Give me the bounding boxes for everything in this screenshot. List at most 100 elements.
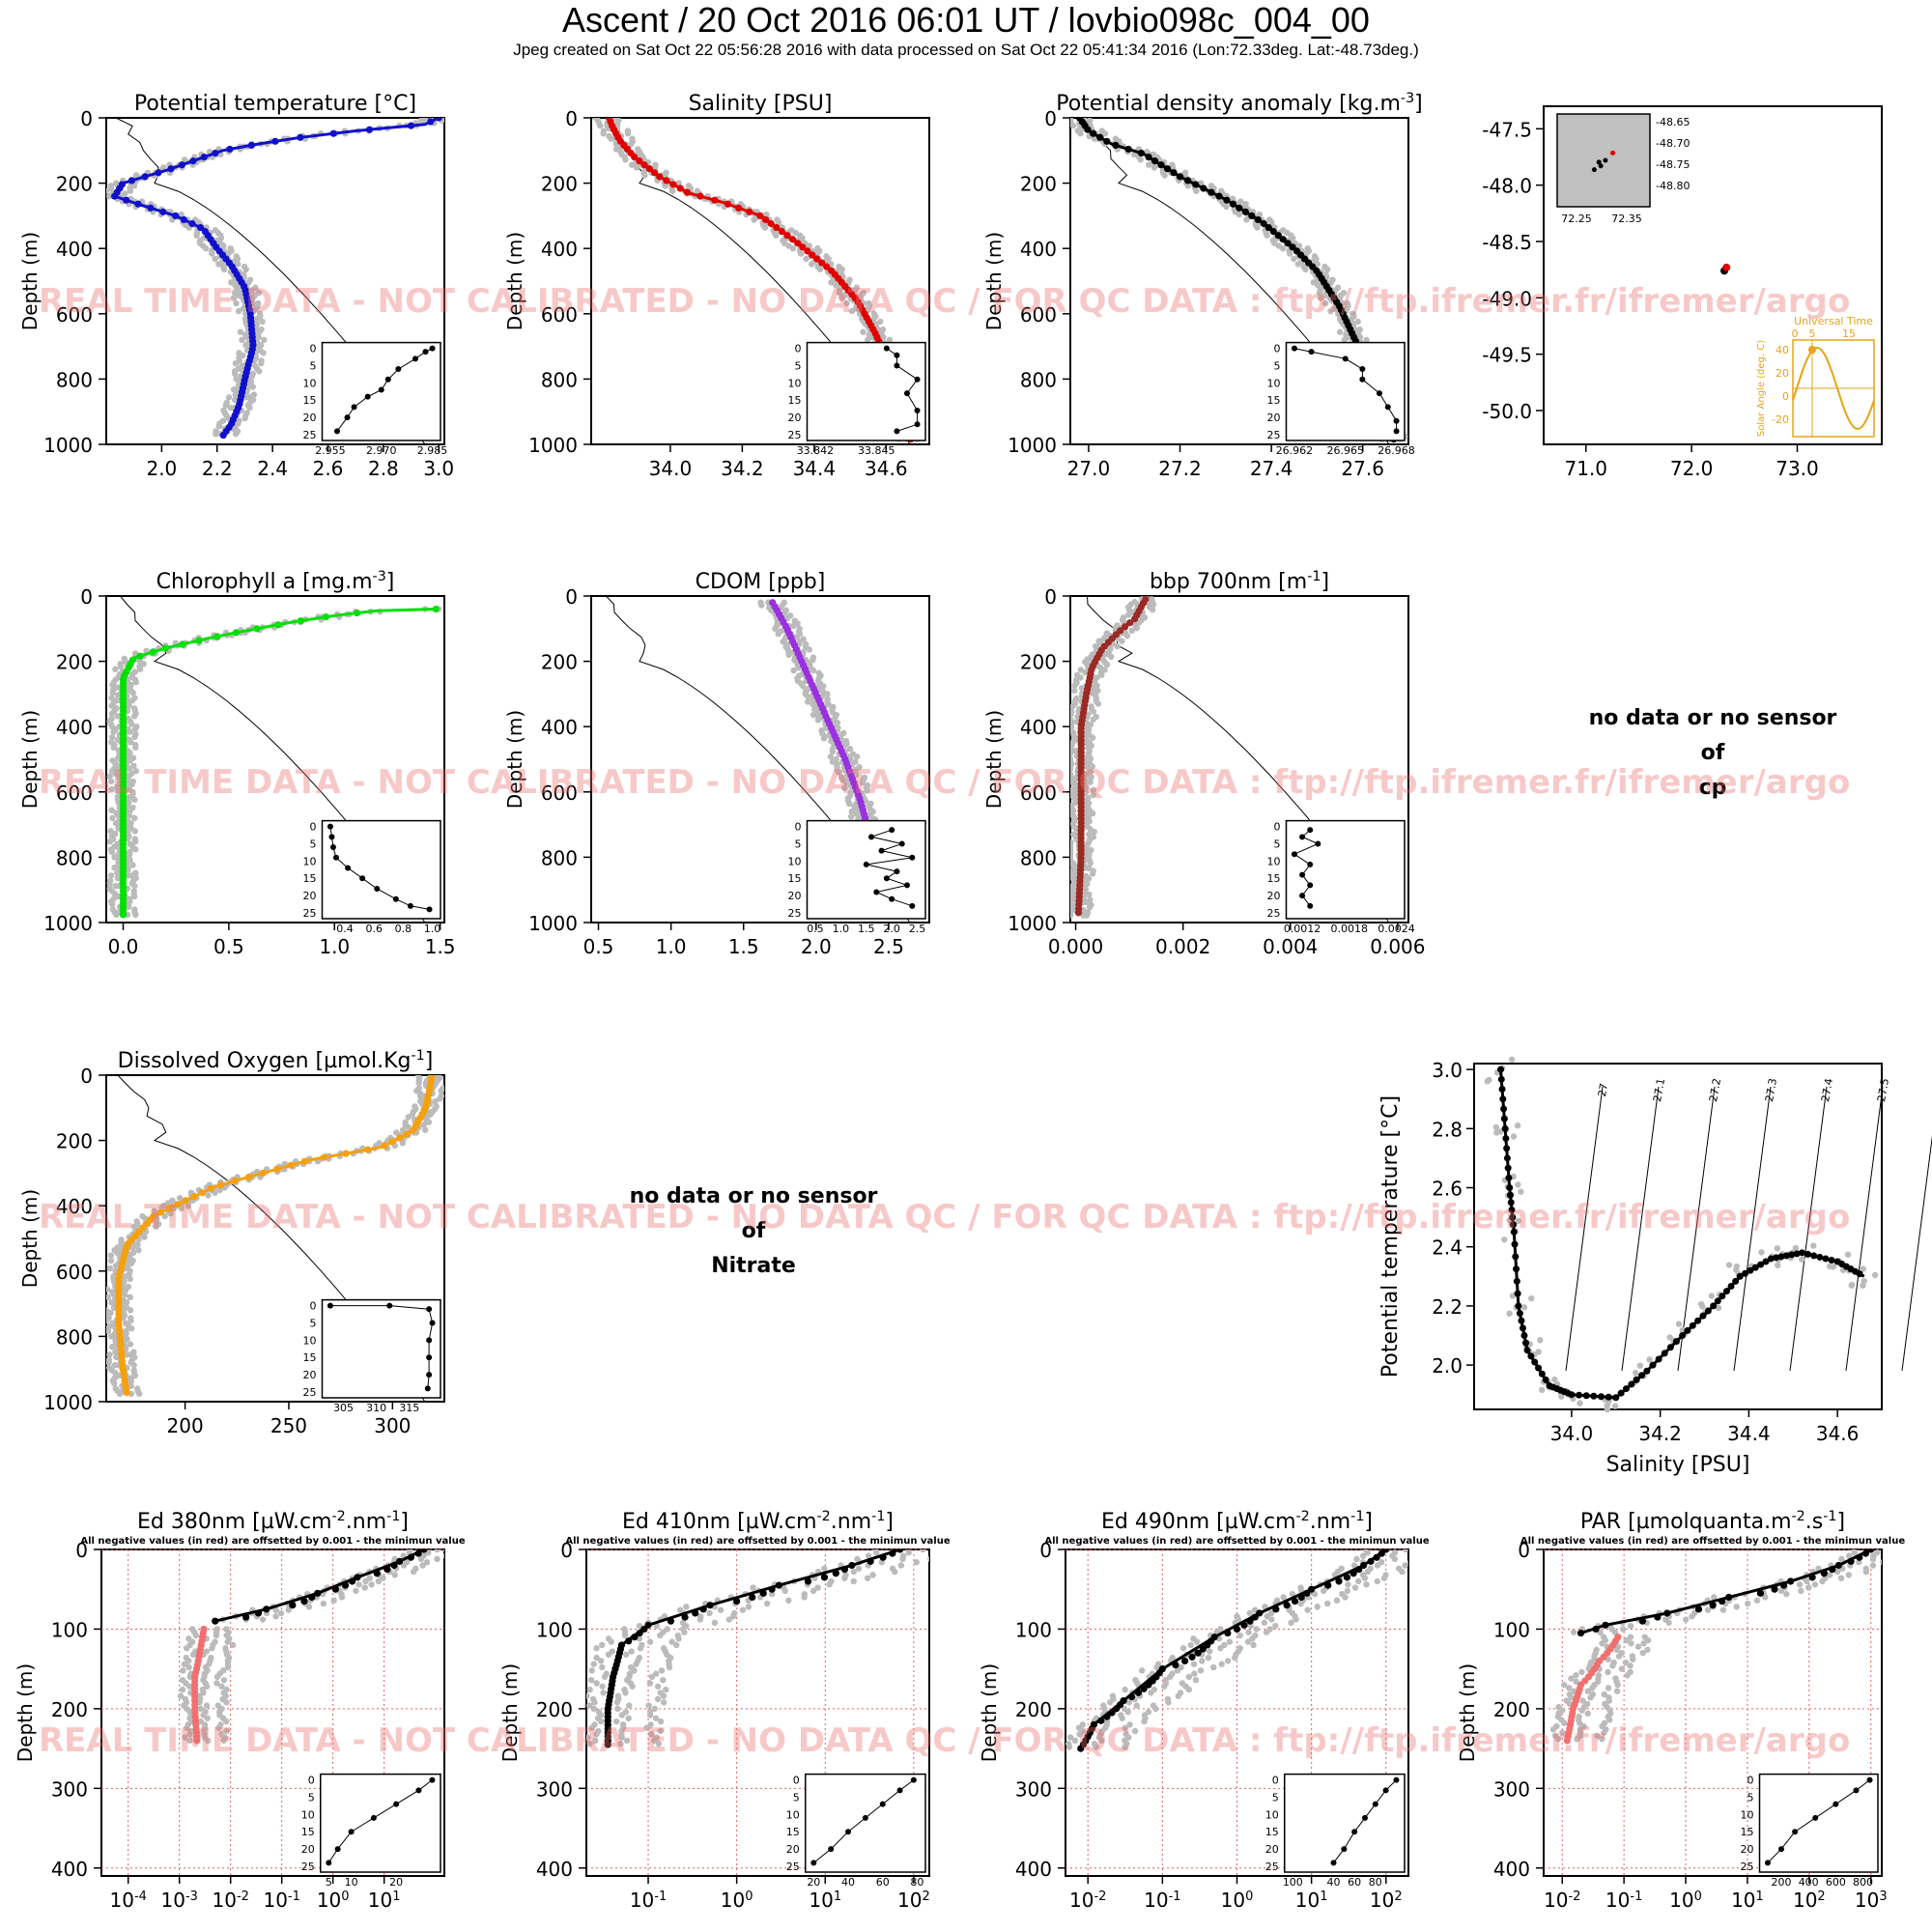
history-point [631, 1667, 638, 1674]
data-point [724, 200, 732, 208]
data-point [1628, 1380, 1635, 1388]
history-point [824, 691, 831, 697]
data-point [1699, 1312, 1707, 1320]
y-tick-label: 200 [56, 651, 93, 674]
data-point [1661, 1350, 1668, 1357]
history-point [681, 1629, 688, 1635]
x-tick-label: 34.6 [1816, 1422, 1860, 1445]
data-point [289, 1602, 297, 1609]
data-point [1788, 1251, 1796, 1259]
inset-point [845, 1829, 852, 1835]
history-point [1122, 1686, 1128, 1693]
history-point [1267, 1609, 1275, 1617]
history-point [127, 728, 133, 735]
history-point [203, 1702, 211, 1709]
inset-point [903, 882, 910, 889]
history-point [622, 156, 629, 163]
y-tick-label: 200 [1493, 1698, 1530, 1721]
isopycnal-label: 27 [1596, 1082, 1610, 1097]
history-point [320, 1600, 327, 1607]
isopycnal-label: 27.4 [1819, 1077, 1835, 1102]
history-point [182, 1734, 188, 1741]
inset-map-y-label: -48.80 [1656, 180, 1690, 192]
y-tick-label: 200 [56, 173, 93, 196]
history-point [1630, 1656, 1636, 1662]
page-subtitle: Jpeg created on Sat Oct 22 05:56:28 2016… [513, 41, 1419, 59]
data-point [414, 1549, 422, 1557]
data-point [1503, 1154, 1511, 1162]
history-point [773, 232, 780, 239]
inset-y-tick-label: 20 [1741, 1843, 1754, 1856]
inset-y-tick-label: 20 [788, 412, 802, 424]
y-tick-label: 0 [560, 1539, 573, 1562]
history-point [1098, 671, 1105, 678]
y-tick-label: 200 [541, 651, 578, 674]
inset-point [364, 393, 371, 400]
history-point [223, 1718, 230, 1725]
history-point [597, 122, 604, 129]
history-point [810, 711, 817, 719]
y-tick-label: 1000 [528, 912, 578, 935]
history-point [1599, 1736, 1605, 1743]
x-tick-label: 10-1 [1144, 1889, 1180, 1912]
history-point [1604, 1402, 1610, 1409]
data-point [1504, 1164, 1512, 1172]
history-point [1229, 195, 1236, 203]
no-data-sensor: cp [1699, 776, 1727, 800]
history-point [330, 1597, 337, 1604]
data-point [1184, 177, 1192, 185]
panel-title: Salinity [PSU] [689, 92, 833, 116]
history-point [820, 735, 828, 742]
data-point [773, 223, 781, 232]
history-point [1077, 130, 1084, 137]
data-point [1771, 1585, 1778, 1593]
isopycnal-line [1677, 1086, 1716, 1372]
inset-point [1393, 417, 1400, 424]
data-point [1359, 1561, 1368, 1570]
history-point [121, 1312, 128, 1319]
data-point [1512, 1253, 1520, 1261]
data-point [161, 644, 169, 652]
data-point [410, 1126, 417, 1134]
history-point [891, 1568, 898, 1576]
history-point [1640, 1640, 1647, 1647]
data-point [1519, 1324, 1526, 1332]
data-point [1757, 1261, 1765, 1268]
history-point [613, 1699, 621, 1706]
history-point [1124, 1708, 1131, 1716]
history-point [775, 631, 781, 638]
inset-sun-y-label-axis: Solar Angle (deg. C) [1756, 340, 1767, 437]
data-point [1224, 1629, 1232, 1637]
data-point [179, 640, 186, 648]
history-point [1570, 1629, 1577, 1635]
history-point [361, 1584, 368, 1591]
x-tick-label: 34.2 [721, 457, 764, 480]
data-point [832, 1570, 839, 1577]
history-point [1508, 1056, 1516, 1063]
history-point [239, 336, 245, 344]
history-point [126, 903, 132, 910]
data-point [189, 157, 197, 165]
inset-point [873, 889, 880, 895]
data-point [1834, 1561, 1842, 1570]
inset-point [1372, 1801, 1378, 1807]
history-point [750, 1584, 756, 1591]
data-point [212, 1617, 219, 1625]
history-point [233, 299, 240, 307]
data-point [432, 605, 440, 613]
history-point [1280, 1594, 1287, 1601]
history-point [1894, 1547, 1900, 1552]
y-tick-label: 400 [541, 716, 578, 739]
y-tick-label: 0 [80, 585, 93, 609]
y-tick-label: 300 [51, 1777, 88, 1801]
x-tick-label: 10-2 [212, 1889, 248, 1912]
history-point [841, 784, 848, 791]
data-point [1506, 1184, 1514, 1192]
history-point [1087, 779, 1094, 785]
y-tick-label: 800 [56, 846, 93, 869]
